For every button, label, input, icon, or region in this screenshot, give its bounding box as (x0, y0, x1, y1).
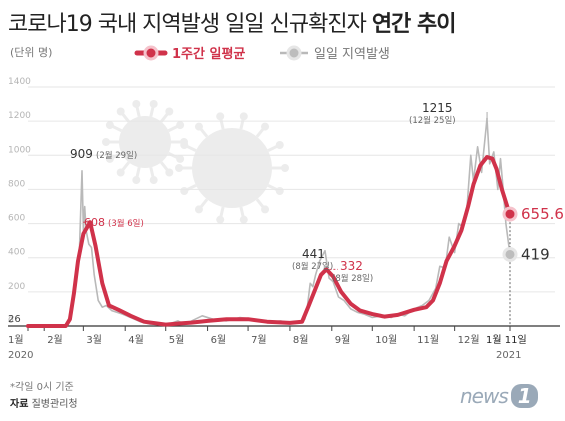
y-tick-label: 200 (8, 282, 25, 292)
virus-spike-tip (261, 122, 270, 131)
virus-spike-tip (281, 164, 289, 172)
year-label: 2020 (8, 350, 33, 361)
virus-spike-tip (261, 205, 270, 214)
year-label: 2021 (496, 350, 521, 361)
virus-spike-tip (194, 122, 203, 131)
virus-spike-tip (275, 186, 284, 195)
virus-large-icon (175, 112, 289, 224)
y-tick-label: 0 (8, 316, 14, 326)
virus-spike-tip (216, 215, 225, 224)
annotation-value: 26 (8, 314, 21, 325)
x-tick-label: 7월 (251, 334, 267, 346)
source-label: 자료 (10, 399, 29, 410)
x-tick-label: 4월 (128, 334, 144, 346)
legend-weekly-marker (143, 45, 159, 61)
virus-spike-tip (132, 99, 141, 108)
x-tick-label: 9월 (335, 334, 351, 346)
annotation-date: (3월 6일) (108, 218, 144, 229)
x-tick-label: 6월 (211, 334, 227, 346)
legend-daily-label: 일일 지역발생 (314, 47, 390, 62)
annotations: 909 (2월 29일) 608 (3월 6일) 441(8월 27일) 332(8월 2… (8, 101, 564, 326)
unit-label: (단위 명) (10, 46, 53, 59)
virus-spike-tip (239, 112, 248, 121)
annotation-date: (2월 29일) (96, 150, 137, 161)
virus-spike-tip (175, 164, 183, 172)
virus-spike-tip (194, 205, 203, 214)
y-axis: 0 200 400 600 800 1000 1200 1400 (8, 77, 31, 326)
virus-spike-tip (180, 141, 189, 150)
weekly-end-marker (502, 206, 518, 222)
virus-spike-tip (239, 215, 248, 224)
x-tick-label: 8월 (293, 334, 309, 346)
series-weekly-line (26, 155, 512, 328)
x-tick-label: 5월 (169, 334, 185, 346)
virus-spike-tip (132, 176, 141, 185)
virus-illustration (102, 99, 289, 224)
x-tick-label: 11월 (417, 334, 439, 346)
footnote: *각일 0시 기준 (10, 382, 74, 393)
title-regular: 코로나19 국내 지역발생 일일 신규확진자 (8, 12, 372, 37)
source-text: 질병관리청 (31, 399, 78, 410)
news1-logo: news 1 (460, 384, 538, 408)
virus-small-icon (102, 99, 188, 185)
annotation-value: 608 (84, 216, 105, 229)
virus-spike-tip (116, 107, 125, 116)
line-chart: 0 200 400 600 800 1000 1200 1400 1월 2월 3월 4월 5월 6월 7월… (8, 45, 564, 361)
chart-title: 코로나19 국내 지역발생 일일 신규확진자 연간 추이 (8, 6, 457, 38)
y-tick-label: 1400 (8, 77, 31, 87)
x-tick-label: 2월 (47, 334, 63, 346)
y-tick-label: 800 (8, 179, 25, 189)
virus-body (192, 128, 272, 208)
virus-spike-tip (116, 168, 125, 177)
y-tick-label: 1200 (8, 111, 31, 121)
virus-spike-tip (216, 112, 225, 121)
x-tick-label: 1월 11일 (486, 334, 527, 346)
source: 자료 질병관리청 (10, 395, 78, 410)
y-tick-label: 600 (8, 214, 25, 224)
x-tick-label: 1월 (8, 334, 24, 346)
virus-spike-tip (165, 168, 174, 177)
annotation-value: 332 (340, 259, 363, 273)
y-tick-label: 400 (8, 248, 25, 258)
legend-weekly-label: 1주간 일평균 (172, 46, 245, 62)
annotation-value: 909 (70, 147, 93, 161)
logo-number: 1 (510, 384, 538, 408)
x-axis: 1월 2월 3월 4월 5월 6월 7월 8월 9월 10월 11월 12월 1월 11일 2020 202… (8, 325, 560, 361)
annotation-date: (8월 28일) (332, 273, 373, 284)
annotation-value: 441 (302, 247, 325, 261)
annotation-value: 655.6 (521, 205, 564, 223)
virus-spike-tip (149, 99, 158, 108)
virus-spike-tip (176, 154, 185, 163)
virus-spike-tip (105, 154, 114, 163)
annotation-date: (12월 25일) (409, 115, 456, 126)
y-tick-label: 1000 (8, 145, 31, 155)
virus-spike-tip (165, 107, 174, 116)
x-tick-label: 10월 (375, 334, 397, 346)
annotation-date: (8월 27일) (292, 261, 333, 272)
legend-daily-marker (286, 45, 302, 61)
series-lines (26, 117, 512, 328)
legend: 1주간 일평균 일일 지역발생 (134, 45, 390, 62)
virus-spike-tip (180, 186, 189, 195)
x-tick-label: 3월 (86, 334, 102, 346)
virus-spike-tip (149, 176, 158, 185)
daily-end-marker (502, 246, 518, 262)
virus-spike-tip (102, 138, 110, 146)
virus-spike-tip (105, 121, 114, 130)
title-bold: 연간 추이 (371, 12, 457, 37)
virus-spike-tip (176, 121, 185, 130)
annotation-value: 419 (521, 245, 550, 263)
virus-spike-tip (275, 141, 284, 150)
logo-text: news (460, 384, 509, 408)
x-tick-label: 12월 (458, 334, 480, 346)
annotation-value: 1215 (422, 101, 453, 115)
